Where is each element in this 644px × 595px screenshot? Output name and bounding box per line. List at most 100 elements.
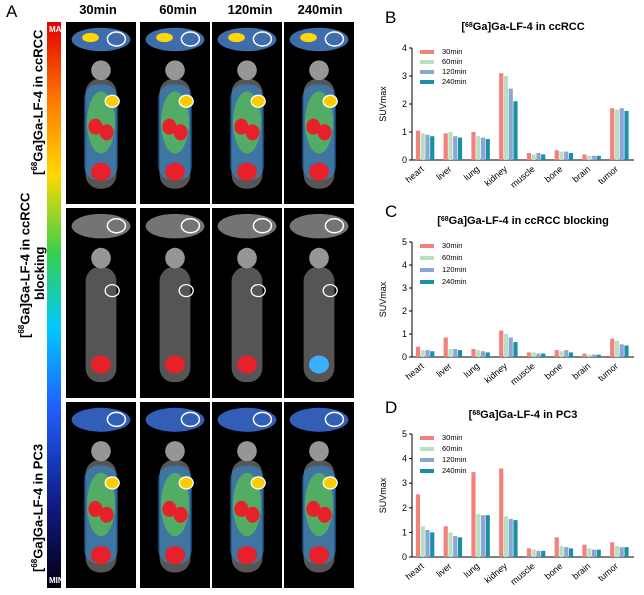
bar-muscle-240min — [541, 353, 546, 357]
legend-label-30min: 30min — [442, 433, 462, 442]
pet-image-row1-col3 — [212, 22, 282, 204]
y-tick-label: 2 — [402, 503, 407, 513]
bar-bone-60min — [559, 545, 564, 557]
bar-bone-240min — [568, 352, 574, 357]
y-tick-label: 5 — [402, 429, 407, 439]
bar-kidney-30min — [499, 468, 504, 557]
x-tick-label-tumor: tumor — [596, 561, 620, 583]
bar-brain-30min — [582, 353, 587, 357]
y-axis-label: SUVmax — [378, 477, 388, 513]
legend-label-240min: 240min — [442, 466, 467, 475]
bar-lung-240min — [485, 515, 490, 557]
bar-brain-240min — [596, 354, 601, 357]
legend-swatch-60min — [420, 60, 434, 64]
bar-tumor-60min — [614, 109, 620, 160]
x-tick-label-bone: bone — [543, 164, 565, 185]
legend-swatch-120min — [420, 70, 434, 74]
x-tick-label-muscle: muscle — [509, 361, 537, 387]
bar-lung-240min — [485, 139, 490, 160]
x-tick-label-brain: brain — [571, 361, 593, 382]
bar-liver-60min — [448, 348, 453, 357]
bar-tumor-30min — [610, 542, 615, 557]
x-tick-label-bone: bone — [543, 361, 565, 382]
bar-kidney-240min — [513, 520, 518, 557]
bar-tumor-240min — [624, 547, 629, 557]
x-tick-label-liver: liver — [434, 164, 453, 182]
bar-heart-120min — [425, 134, 430, 160]
bar-muscle-30min — [526, 352, 532, 357]
bar-muscle-120min — [536, 550, 541, 557]
time-header-30min: 30min — [79, 2, 117, 17]
pet-image-row2-col1 — [66, 208, 136, 398]
bar-bone-60min — [559, 351, 564, 357]
legend-label-240min: 240min — [442, 277, 467, 286]
bar-bone-30min — [554, 350, 559, 357]
y-tick-label: 0 — [402, 155, 407, 165]
bar-muscle-30min — [526, 153, 532, 160]
bar-lung-120min — [480, 351, 486, 357]
bar-liver-240min — [457, 137, 463, 160]
bar-brain-240min — [596, 549, 601, 557]
chart-title: [68Ga]Ga-LF-4 in ccRCC blocking — [437, 215, 609, 227]
bar-brain-120min — [591, 549, 597, 557]
x-tick-label-kidney: kidney — [483, 164, 510, 189]
bar-liver-120min — [453, 348, 458, 357]
legend-swatch-60min — [420, 256, 434, 260]
legend-swatch-120min — [420, 458, 434, 462]
legend-swatch-30min — [420, 436, 434, 440]
bar-liver-120min — [453, 136, 458, 160]
bar-brain-60min — [587, 155, 592, 160]
bar-lung-240min — [485, 352, 490, 357]
x-tick-label-tumor: tumor — [596, 361, 620, 383]
bar-heart-60min — [420, 350, 425, 357]
legend-label-120min: 120min — [442, 455, 467, 464]
legend-swatch-240min — [420, 280, 434, 284]
bar-bone-60min — [559, 151, 564, 160]
row-label-ccrcc: [68Ga]Ga-LF-4 in ccRCC — [30, 29, 46, 175]
x-tick-label-lung: lung — [462, 164, 481, 183]
bar-bone-30min — [554, 150, 559, 160]
pet-image-row2-col2 — [140, 208, 210, 398]
x-tick-label-muscle: muscle — [509, 561, 537, 587]
x-tick-label-kidney: kidney — [483, 361, 510, 386]
bar-lung-30min — [471, 348, 476, 357]
bar-liver-120min — [453, 536, 458, 557]
chart-title: [68Ga]Ga-LF-4 in ccRCC — [461, 21, 584, 33]
y-tick-label: 3 — [402, 283, 407, 293]
x-tick-label-liver: liver — [434, 361, 453, 379]
bar-liver-30min — [443, 133, 448, 160]
bar-muscle-30min — [526, 548, 532, 557]
y-axis-label: SUVmax — [378, 86, 388, 122]
x-tick-label-heart: heart — [404, 361, 427, 382]
row-label-ccrcc-blocking: [68Ga]Ga-LF-4 in ccRCC blocking — [17, 192, 48, 338]
bar-heart-30min — [415, 494, 421, 557]
bar-kidney-240min — [513, 342, 518, 357]
legend-label-120min: 120min — [442, 265, 467, 274]
x-tick-label-muscle: muscle — [509, 164, 537, 190]
x-tick-label-heart: heart — [404, 164, 427, 185]
x-tick-label-brain: brain — [571, 164, 593, 185]
panel-letter-c: C — [385, 202, 398, 221]
bar-bone-120min — [564, 350, 569, 357]
bar-heart-30min — [415, 346, 421, 357]
bar-bone-120min — [564, 151, 569, 160]
bar-heart-30min — [415, 130, 421, 160]
bar-muscle-60min — [531, 352, 536, 357]
bar-tumor-120min — [619, 547, 624, 557]
bar-bone-30min — [554, 537, 559, 557]
bar-brain-120min — [591, 155, 597, 160]
x-tick-label-tumor: tumor — [596, 164, 620, 186]
bar-muscle-240min — [541, 154, 546, 160]
legend-swatch-240min — [420, 469, 434, 473]
legend-swatch-30min — [420, 244, 434, 248]
bar-tumor-60min — [614, 545, 620, 557]
bar-tumor-30min — [610, 338, 615, 357]
bar-kidney-30min — [499, 73, 504, 160]
bar-heart-240min — [430, 532, 435, 557]
bar-bone-240min — [568, 153, 574, 160]
pet-image-row1-col4 — [284, 22, 354, 204]
bar-tumor-240min — [624, 345, 629, 357]
bar-liver-60min — [448, 132, 453, 160]
time-header-120min: 120min — [227, 2, 273, 17]
bar-kidney-120min — [508, 337, 513, 357]
